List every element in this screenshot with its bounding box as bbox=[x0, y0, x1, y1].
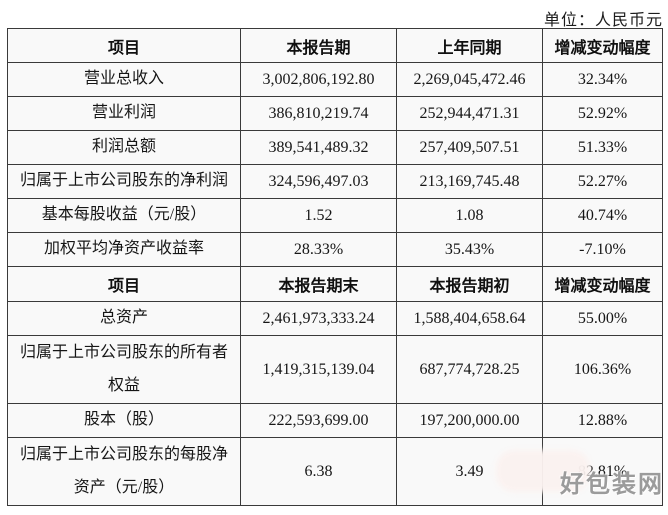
current-period-value: 386,810,219.74 bbox=[240, 96, 397, 131]
table-row-operating-profit: 营业利润 386,810,219.74 252,944,471.31 52.92… bbox=[7, 96, 663, 131]
prior-period-value: 252,944,471.31 bbox=[396, 96, 543, 131]
table-row-share-capital: 股本（股） 222,593,699.00 197,200,000.00 12.8… bbox=[7, 403, 663, 438]
period-begin-value: 1,588,404,658.64 bbox=[396, 301, 543, 336]
table-row-basic-eps: 基本每股收益（元/股） 1.52 1.08 40.74% bbox=[7, 198, 663, 233]
change-value: 52.92% bbox=[542, 96, 663, 131]
current-period-value: 389,541,489.32 bbox=[240, 130, 397, 165]
change-value: 12.88% bbox=[542, 403, 663, 438]
watermark: 好包装网 bbox=[560, 472, 664, 498]
financial-summary-table: 项目 本报告期 上年同期 增减变动幅度 营业总收入 3,002,806,192.… bbox=[7, 28, 663, 506]
table-row-weighted-avg-roe: 加权平均净资产收益率 28.33% 35.43% -7.10% bbox=[7, 232, 663, 267]
prior-period-value: 35.43% bbox=[396, 232, 543, 267]
income-header-row: 项目 本报告期 上年同期 增减变动幅度 bbox=[7, 28, 663, 63]
col-header-prior-period: 上年同期 bbox=[396, 28, 543, 63]
col-header-period-begin: 本报告期初 bbox=[396, 266, 543, 302]
row-label: 股本（股） bbox=[7, 403, 241, 438]
col-header-item: 项目 bbox=[7, 266, 241, 302]
table-row-total-revenue: 营业总收入 3,002,806,192.80 2,269,045,472.46 … bbox=[7, 62, 663, 97]
period-end-value: 222,593,699.00 bbox=[240, 403, 397, 438]
col-header-current-period: 本报告期 bbox=[240, 28, 397, 63]
change-value: 106.36% bbox=[542, 335, 663, 404]
table-row-total-assets: 总资产 2,461,973,333.24 1,588,404,658.64 55… bbox=[7, 301, 663, 336]
row-label: 利润总额 bbox=[7, 130, 241, 165]
balance-header-row: 项目 本报告期末 本报告期初 增减变动幅度 bbox=[7, 266, 663, 302]
period-end-value: 1,419,315,139.04 bbox=[240, 335, 397, 404]
current-period-value: 1.52 bbox=[240, 198, 397, 233]
row-label: 归属于上市公司股东的每股净 资产（元/股） bbox=[7, 437, 241, 506]
prior-period-value: 1.08 bbox=[396, 198, 543, 233]
row-label: 归属于上市公司股东的所有者 权益 bbox=[7, 335, 241, 404]
period-begin-value: 687,774,728.25 bbox=[396, 335, 543, 404]
row-label: 基本每股收益（元/股） bbox=[7, 198, 241, 233]
period-end-value: 6.38 bbox=[240, 437, 397, 506]
current-period-value: 324,596,497.03 bbox=[240, 164, 397, 199]
col-header-item: 项目 bbox=[7, 28, 241, 63]
table-row-net-profit-attributable: 归属于上市公司股东的净利润 324,596,497.03 213,169,745… bbox=[7, 164, 663, 199]
change-value: -7.10% bbox=[542, 232, 663, 267]
row-label: 营业利润 bbox=[7, 96, 241, 131]
change-value: 32.34% bbox=[542, 62, 663, 97]
current-period-value: 28.33% bbox=[240, 232, 397, 267]
period-begin-value: 197,200,000.00 bbox=[396, 403, 543, 438]
row-label: 营业总收入 bbox=[7, 62, 241, 97]
period-end-value: 2,461,973,333.24 bbox=[240, 301, 397, 336]
change-value: 52.27% bbox=[542, 164, 663, 199]
change-value: 51.33% bbox=[542, 130, 663, 165]
table-row-total-profit: 利润总额 389,541,489.32 257,409,507.51 51.33… bbox=[7, 130, 663, 165]
row-label: 总资产 bbox=[7, 301, 241, 336]
row-label: 归属于上市公司股东的净利润 bbox=[7, 164, 241, 199]
unit-label: 单位：人民币元 bbox=[543, 12, 663, 29]
row-label: 加权平均净资产收益率 bbox=[7, 232, 241, 267]
col-header-change: 增减变动幅度 bbox=[542, 266, 663, 302]
table-row-net-assets-per-share: 归属于上市公司股东的每股净 资产（元/股） 6.38 3.49 82.81% bbox=[7, 437, 663, 506]
prior-period-value: 213,169,745.48 bbox=[396, 164, 543, 199]
table-row-owners-equity: 归属于上市公司股东的所有者 权益 1,419,315,139.04 687,77… bbox=[7, 335, 663, 404]
blur-patch bbox=[496, 450, 590, 492]
current-period-value: 3,002,806,192.80 bbox=[240, 62, 397, 97]
col-header-change: 增减变动幅度 bbox=[542, 28, 663, 63]
change-value: 40.74% bbox=[542, 198, 663, 233]
col-header-period-end: 本报告期末 bbox=[240, 266, 397, 302]
prior-period-value: 257,409,507.51 bbox=[396, 130, 543, 165]
change-value: 55.00% bbox=[542, 301, 663, 336]
prior-period-value: 2,269,045,472.46 bbox=[396, 62, 543, 97]
